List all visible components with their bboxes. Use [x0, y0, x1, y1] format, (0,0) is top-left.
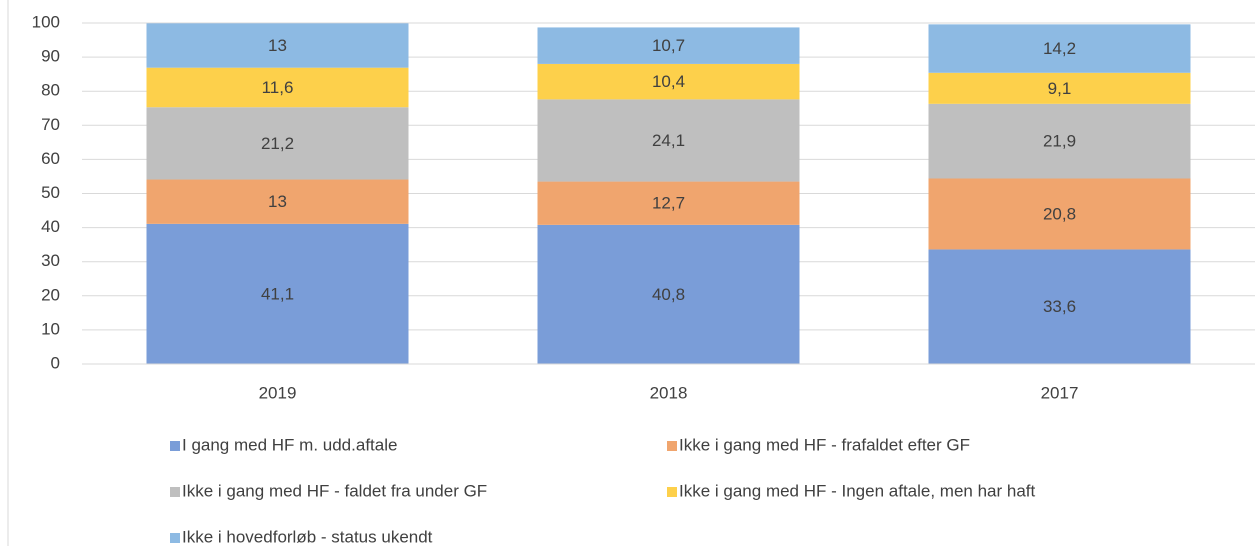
x-tick-label: 2017 [1041, 383, 1079, 402]
y-tick-label: 60 [41, 149, 60, 168]
bar-segment [537, 63, 800, 100]
bar-segment [537, 224, 800, 364]
bar-segment [928, 24, 1191, 73]
y-tick-label: 20 [41, 285, 60, 304]
y-tick-label: 70 [41, 115, 60, 134]
y-tick-label: 10 [41, 319, 60, 338]
legend-label: I gang med HF m. udd.aftale [182, 435, 397, 454]
data-label: 13 [268, 36, 287, 55]
legend-swatch [667, 487, 677, 497]
legend-label: Ikke i hovedforløb - status ukendt [182, 527, 433, 546]
data-label: 10,7 [652, 36, 685, 55]
data-label: 11,6 [262, 78, 294, 97]
x-tick-label: 2018 [650, 383, 688, 402]
data-label: 33,6 [1043, 297, 1076, 316]
x-tick-label: 2019 [259, 383, 297, 402]
legend-label: Ikke i gang med HF - frafaldet efter GF [679, 435, 970, 454]
legend-label: Ikke i gang med HF - Ingen aftale, men h… [679, 481, 1036, 500]
bar-segment [928, 72, 1191, 104]
data-label: 41,1 [261, 284, 294, 303]
y-tick-label: 100 [32, 12, 60, 31]
y-tick-label: 30 [41, 251, 60, 270]
bar-segment [928, 103, 1191, 179]
data-label: 24,1 [652, 131, 685, 150]
bar-segment [537, 27, 800, 64]
data-label: 13 [268, 192, 287, 211]
bar-segment [146, 107, 409, 180]
legend-swatch [170, 441, 180, 451]
data-label: 21,2 [261, 134, 294, 153]
y-tick-label: 40 [41, 217, 60, 236]
legend-swatch [667, 441, 677, 451]
bar-segment [146, 179, 409, 224]
bar-segment [928, 249, 1191, 364]
y-tick-label: 0 [51, 353, 60, 372]
bar-segment [537, 99, 800, 182]
data-label: 9,1 [1048, 79, 1072, 98]
bar-segment [146, 67, 409, 108]
data-label: 14,2 [1043, 39, 1076, 58]
bar-segment [537, 181, 800, 225]
legend-label: Ikke i gang med HF - faldet fra under GF [182, 481, 487, 500]
y-tick-label: 50 [41, 183, 60, 202]
bar-segment [146, 223, 409, 364]
bar-segment [146, 23, 409, 68]
data-label: 10,4 [652, 72, 685, 91]
y-tick-label: 80 [41, 81, 60, 100]
legend-swatch [170, 533, 180, 543]
data-label: 20,8 [1043, 204, 1076, 223]
data-label: 40,8 [652, 285, 685, 304]
data-label: 12,7 [652, 194, 685, 213]
bar-segment [928, 178, 1191, 250]
legend-swatch [170, 487, 180, 497]
y-tick-label: 90 [41, 47, 60, 66]
data-label: 21,9 [1043, 132, 1076, 151]
